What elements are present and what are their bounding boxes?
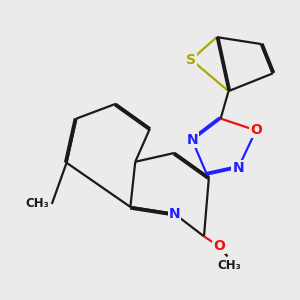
Text: O: O: [213, 239, 225, 253]
Text: CH₃: CH₃: [217, 260, 241, 272]
Text: N: N: [169, 207, 180, 221]
Text: S: S: [186, 53, 196, 67]
Text: N: N: [232, 161, 244, 175]
Text: N: N: [186, 133, 198, 147]
Text: O: O: [250, 123, 262, 137]
Text: CH₃: CH₃: [25, 197, 49, 211]
